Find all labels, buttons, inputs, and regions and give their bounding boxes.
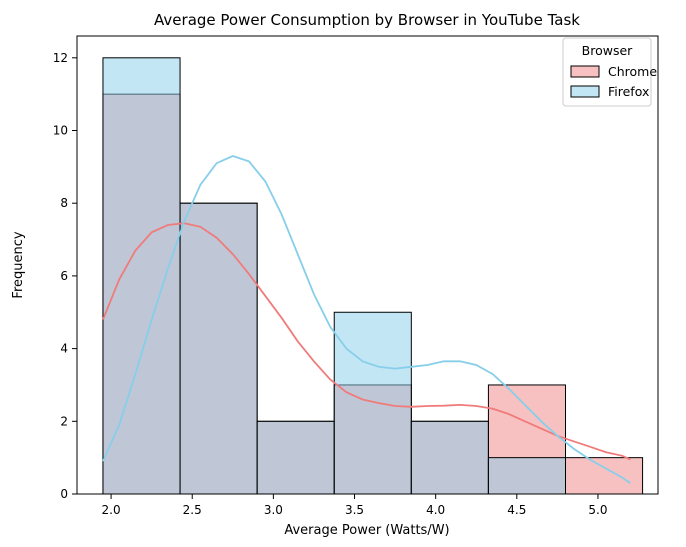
y-axis-ticks: 0 2 4 6 8 10 12 [53,51,77,501]
y-tick-label: 6 [60,269,68,283]
chrome-kde-line [102,222,631,461]
y-tick-label: 4 [60,342,68,356]
x-tick-label: 2.0 [102,503,121,517]
firefox-bar [333,311,412,495]
legend: Browser Chrome Firefox [562,37,657,107]
legend-swatch-firefox [570,85,600,98]
chart-title: Average Power Consumption by Browser in … [154,11,580,29]
y-tick-label: 2 [60,414,68,428]
legend-label-firefox: Firefox [608,84,649,99]
plot-frame [76,35,659,495]
legend-title: Browser [582,43,634,58]
x-tick-label: 3.5 [345,503,364,517]
x-axis-ticks: 2.0 2.5 3.0 3.5 4.0 4.5 5.0 [102,494,607,517]
firefox-bar [179,202,258,495]
y-tick-label: 12 [53,51,68,65]
x-tick-label: 3.0 [264,503,283,517]
legend-swatch-chrome [570,65,600,78]
chrome-bar [564,457,644,495]
kde-curves [102,155,631,484]
x-axis-label: Average Power (Watts/W) [284,523,449,538]
firefox-bar [410,420,489,495]
x-tick-label: 4.0 [426,503,445,517]
x-tick-label: 2.5 [183,503,202,517]
y-tick-label: 0 [60,487,68,501]
firefox-bar [487,457,566,495]
firefox-kde-line [102,155,631,484]
firefox-bar [256,420,335,495]
legend-label-chrome: Chrome [608,64,657,79]
y-axis-label: Frequency [11,231,26,298]
firefox-bar [102,57,181,495]
x-tick-label: 4.5 [507,503,526,517]
y-tick-label: 10 [53,124,68,138]
y-tick-label: 8 [60,196,68,210]
x-tick-label: 5.0 [588,503,607,517]
